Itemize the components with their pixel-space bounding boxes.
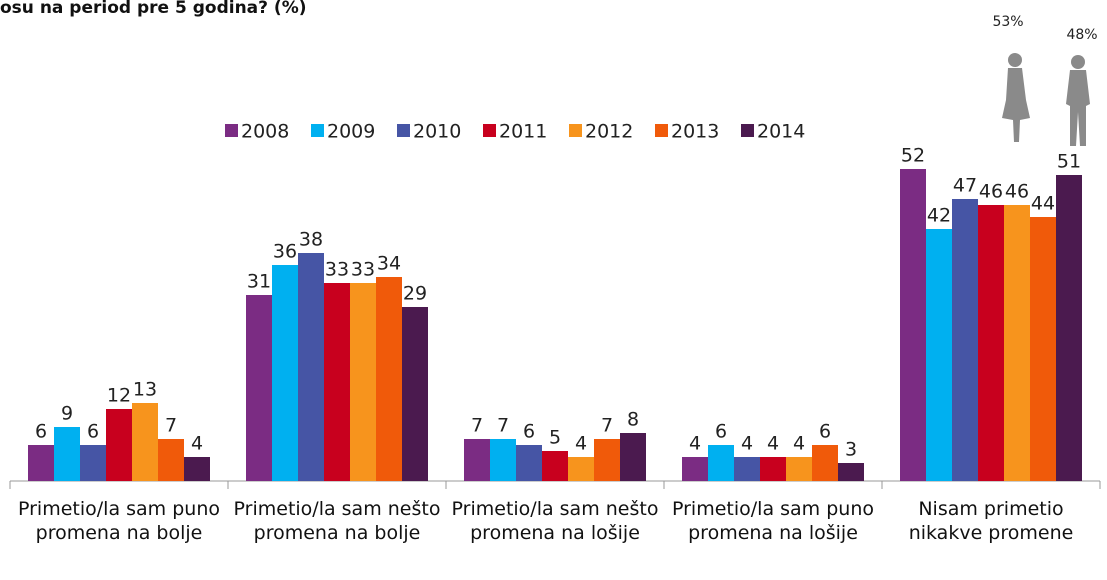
legend-swatch: [569, 124, 582, 137]
legend-swatch: [483, 124, 496, 137]
bar: [786, 457, 812, 481]
data-label: 38: [299, 229, 323, 251]
data-label: 4: [793, 433, 805, 455]
data-label: 46: [1005, 181, 1029, 203]
bar: [272, 265, 298, 481]
x-tick-label: Primetio/la sam nešto promena na bolje: [233, 498, 441, 544]
legend-swatch: [311, 124, 324, 137]
legend-label: 2009: [327, 121, 375, 143]
bar: [838, 463, 864, 481]
bar: [568, 457, 594, 481]
bar: [926, 229, 952, 481]
bar: [158, 439, 184, 481]
bar: [1004, 205, 1030, 481]
bar: [734, 457, 760, 481]
data-label: 6: [819, 421, 831, 443]
legend-label: 2010: [413, 121, 461, 143]
legend-swatch: [397, 124, 410, 137]
data-label: 4: [741, 433, 753, 455]
data-label: 7: [165, 415, 177, 437]
bar: [54, 427, 80, 481]
bar: [184, 457, 210, 481]
data-label: 33: [351, 259, 375, 281]
bar: [80, 445, 106, 481]
bar: [682, 457, 708, 481]
legend-swatch: [225, 124, 238, 137]
legend-label: 2013: [671, 121, 719, 143]
annotation: 48%: [1066, 27, 1097, 43]
bar: [106, 409, 132, 481]
data-label: 6: [715, 421, 727, 443]
legend-swatch: [655, 124, 668, 137]
data-label: 5: [549, 427, 561, 449]
data-label: 31: [247, 271, 271, 293]
bar: [708, 445, 734, 481]
bar: [978, 205, 1004, 481]
data-label: 4: [575, 433, 587, 455]
data-label: 6: [523, 421, 535, 443]
data-label: 46: [979, 181, 1003, 203]
data-label: 9: [61, 403, 73, 425]
legend-label: 2008: [241, 121, 289, 143]
data-label: 33: [325, 259, 349, 281]
bar: [542, 451, 568, 481]
x-tick-label: Nisam primetio nikakve promene: [908, 498, 1074, 544]
bar: [812, 445, 838, 481]
data-label: 6: [35, 421, 47, 443]
data-label: 51: [1057, 151, 1081, 173]
data-label: 44: [1031, 193, 1055, 215]
bar: [350, 283, 376, 481]
data-label: 7: [601, 415, 613, 437]
data-label: 36: [273, 241, 297, 263]
bar: [490, 439, 516, 481]
legend-label: 2011: [499, 121, 547, 143]
bar: [620, 433, 646, 481]
data-label: 47: [953, 175, 977, 197]
bar: [376, 277, 402, 481]
bar: [516, 445, 542, 481]
data-label: 13: [133, 379, 157, 401]
legend-label: 2012: [585, 121, 633, 143]
x-tick-label: Primetio/la sam puno promena na bolje: [18, 498, 220, 544]
person-icons: [1002, 53, 1090, 146]
bar: [760, 457, 786, 481]
bar: [246, 295, 272, 481]
annotation: 53%: [992, 14, 1023, 30]
bar: [402, 307, 428, 481]
data-label: 34: [377, 253, 401, 275]
bar: [900, 169, 926, 481]
data-label: 4: [689, 433, 701, 455]
bar: [594, 439, 620, 481]
bar: [298, 253, 324, 481]
data-label: 6: [87, 421, 99, 443]
data-label: 29: [403, 283, 427, 305]
data-label: 7: [471, 415, 483, 437]
data-label: 7: [497, 415, 509, 437]
data-label: 42: [927, 205, 951, 227]
bar: [28, 445, 54, 481]
x-tick-label: Primetio/la sam nešto promena na lošije: [451, 498, 659, 544]
bar: [324, 283, 350, 481]
data-label: 52: [901, 145, 925, 167]
data-label: 8: [627, 409, 639, 431]
x-tick-label: Primetio/la sam puno promena na lošije: [672, 498, 874, 544]
bar: [464, 439, 490, 481]
bar: [952, 199, 978, 481]
data-label: 12: [107, 385, 131, 407]
bar: [1056, 175, 1082, 481]
legend-swatch: [741, 124, 754, 137]
chart-title: osu na period pre 5 godina? (%): [0, 0, 307, 18]
bar: [132, 403, 158, 481]
data-label: 4: [191, 433, 203, 455]
data-label: 4: [767, 433, 779, 455]
data-label: 3: [845, 439, 857, 461]
bar: [1030, 217, 1056, 481]
legend-label: 2014: [757, 121, 805, 143]
